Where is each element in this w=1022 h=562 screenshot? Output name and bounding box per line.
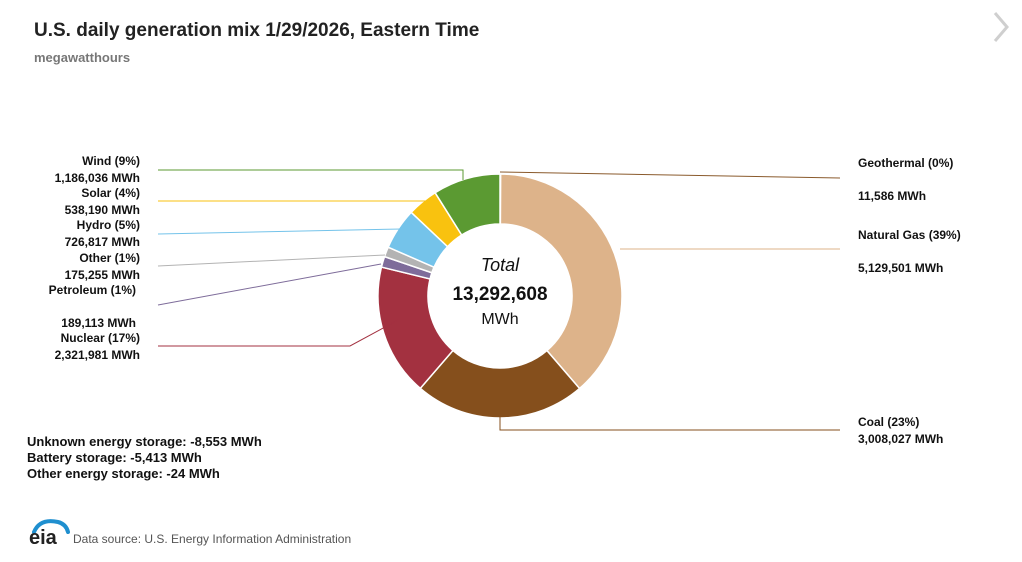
label-value-natural-gas: 5,129,501 MWh — [858, 261, 943, 275]
leader-line-geothermal — [499, 171, 841, 179]
chart-title: U.S. daily generation mix 1/29/2026, Eas… — [34, 20, 480, 41]
eia-logo-text: eia — [29, 527, 58, 548]
label-value-coal: 3,008,027 MWh — [858, 432, 943, 446]
storage-unknown: Unknown energy storage: -8,553 MWh — [27, 434, 262, 449]
label-name-other: Other (1%) — [79, 251, 140, 265]
leader-line-wind — [158, 169, 464, 180]
leader-line-petroleum — [157, 263, 382, 306]
label-name-natural-gas: Natural Gas (39%) — [858, 228, 961, 242]
label-value-geothermal: 11,586 MWh — [858, 189, 926, 203]
storage-notes: Unknown energy storage: -8,553 MWh Batte… — [27, 434, 262, 482]
chart-subtitle: megawatthours — [34, 50, 131, 65]
storage-other: Other energy storage: -24 MWh — [27, 466, 220, 481]
storage-battery: Battery storage: -5,413 MWh — [27, 450, 202, 465]
leader-line-hydro — [157, 228, 403, 235]
label-name-hydro: Hydro (5%) — [77, 218, 140, 232]
data-source: Data source: U.S. Energy Information Adm… — [73, 532, 352, 546]
label-name-nuclear: Nuclear (17%) — [61, 331, 140, 345]
slice-natural-gas[interactable] — [499, 173, 623, 390]
center-total-unit: MWh — [481, 311, 518, 328]
label-name-solar: Solar (4%) — [81, 186, 140, 200]
leader-line-coal — [499, 417, 840, 431]
label-value-nuclear: 2,321,981 MWh — [55, 348, 140, 362]
label-value-petroleum: 189,113 MWh — [61, 316, 136, 330]
label-value-hydro: 726,817 MWh — [65, 235, 140, 249]
leader-line-other — [157, 254, 386, 267]
center-total-label: Total — [481, 255, 520, 275]
label-name-geothermal: Geothermal (0%) — [858, 156, 953, 170]
slice-wind[interactable] — [434, 173, 501, 237]
leader-line-nuclear — [158, 319, 399, 347]
label-name-coal: Coal (23%) — [858, 415, 919, 429]
label-value-solar: 538,190 MWh — [65, 203, 140, 217]
slice-labels: Geothermal (0%) 11,586 MWh Natural Gas (39… — [49, 154, 961, 446]
chevron-right-icon[interactable] — [990, 10, 1012, 44]
label-value-other: 175,255 MWh — [65, 268, 140, 282]
label-value-wind: 1,186,036 MWh — [55, 171, 140, 185]
donut-slices — [377, 173, 623, 419]
donut-chart: Geothermal (0%) 11,586 MWh Natural Gas (39… — [49, 154, 961, 446]
label-name-wind: Wind (9%) — [82, 154, 140, 168]
center-total-value: 13,292,608 — [452, 284, 547, 305]
eia-logo: eia — [29, 519, 70, 548]
label-name-petroleum: Petroleum (1%) — [49, 283, 136, 297]
leader-lines — [157, 169, 841, 431]
